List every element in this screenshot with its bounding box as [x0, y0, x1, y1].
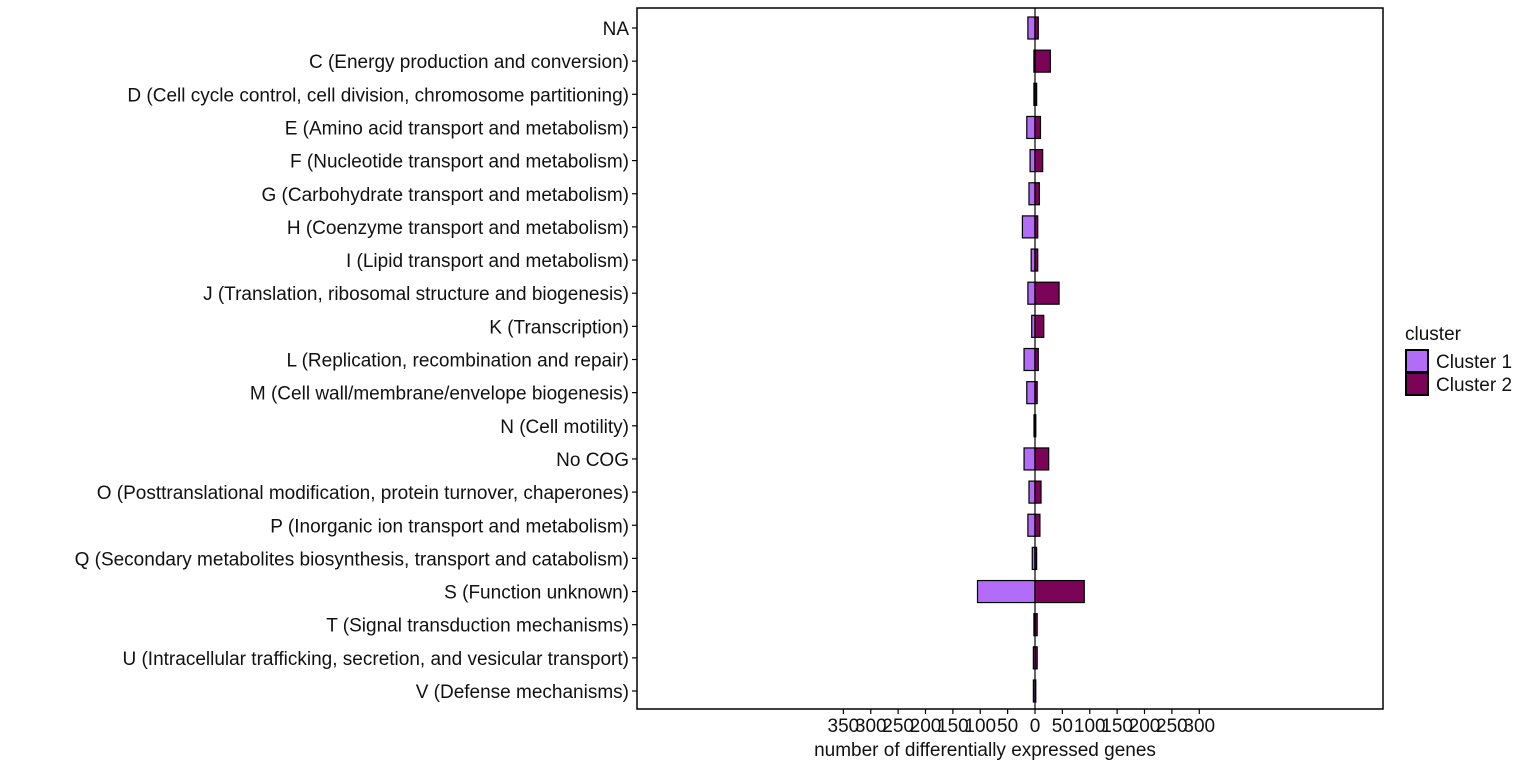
x-tick-label: 100: [964, 716, 996, 737]
bar-cluster1-3: [1026, 115, 1036, 140]
x-tick-label: 300: [855, 716, 887, 737]
x-tick-label: 50: [1052, 716, 1073, 737]
category-label: G (Carbohydrate transport and metabolism…: [262, 185, 630, 206]
bar-cluster1-0: [1027, 16, 1036, 40]
category-label: H (Coenzyme transport and metabolism): [287, 218, 629, 239]
plot-panel-border: [636, 7, 1384, 710]
category-label: C (Energy production and conversion): [309, 52, 629, 73]
bar-cluster2-17: [1034, 579, 1085, 604]
category-label: D (Cell cycle control, cell division, ch…: [127, 85, 629, 106]
bar-cluster2-1: [1034, 49, 1051, 73]
bar-cluster1-17: [976, 579, 1036, 604]
category-label: L (Replication, recombination and repair…: [286, 351, 629, 372]
bar-cluster1-15: [1027, 513, 1036, 537]
legend-label-2: Cluster 2: [1436, 375, 1512, 396]
x-tick-label: 250: [882, 716, 914, 737]
category-label: U (Intracellular trafficking, secretion,…: [122, 649, 629, 670]
category-label: J (Translation, ribosomal structure and …: [203, 284, 629, 305]
bar-cluster2-14: [1034, 480, 1042, 504]
bar-cluster1-5: [1028, 182, 1036, 206]
category-label: V (Defense mechanisms): [416, 682, 629, 703]
category-label: No COG: [556, 450, 629, 471]
bar-cluster2-15: [1034, 513, 1041, 537]
y-axis-categories: NA C (Energy production and conversion) D …: [75, 19, 637, 703]
x-tick-label: 0: [1030, 716, 1041, 737]
category-label: S (Function unknown): [444, 583, 629, 604]
category-label: O (Posttranslational modification, prote…: [97, 483, 629, 504]
x-tick-label: 150: [937, 716, 969, 737]
legend-label-1: Cluster 1: [1436, 352, 1512, 373]
bar-cluster2-3: [1034, 115, 1042, 140]
legend-title: cluster: [1405, 324, 1462, 345]
x-axis-title: number of differentially expressed genes: [814, 740, 1156, 761]
bar-cluster2-4: [1034, 149, 1044, 173]
bar-cluster2-13: [1034, 447, 1050, 471]
bar-cluster1-4: [1029, 149, 1036, 173]
x-tick-label: 50: [997, 716, 1018, 737]
bar-cluster1-13: [1023, 447, 1036, 471]
x-tick-label: 250: [1156, 716, 1188, 737]
bar-cluster1-14: [1028, 480, 1036, 504]
bar-cluster2-9: [1034, 314, 1045, 338]
category-label: NA: [603, 19, 630, 40]
category-label: T (Signal transduction mechanisms): [326, 616, 629, 637]
bar-cluster2-8: [1034, 281, 1060, 305]
x-tick-label: 200: [910, 716, 942, 737]
category-label: I (Lipid transport and metabolism): [346, 251, 629, 272]
bars-layer: [976, 16, 1085, 703]
bar-cluster1-8: [1027, 281, 1036, 305]
x-tick-label: 100: [1074, 716, 1106, 737]
category-label: N (Cell motility): [500, 417, 629, 438]
x-tick-label: 200: [1129, 716, 1161, 737]
legend-swatch-1: [1405, 349, 1429, 373]
x-tick-label: 150: [1101, 716, 1133, 737]
category-label: E (Amino acid transport and metabolism): [285, 118, 629, 139]
bar-cluster1-10: [1023, 347, 1036, 372]
category-label: P (Inorganic ion transport and metabolis…: [270, 516, 629, 537]
legend-swatch-2: [1405, 372, 1429, 396]
x-tick-label: 300: [1183, 716, 1215, 737]
category-label: M (Cell wall/membrane/envelope biogenesi…: [250, 384, 629, 405]
category-label: Q (Secondary metabolites biosynthesis, t…: [75, 549, 629, 570]
bar-cluster1-6: [1021, 215, 1036, 239]
category-label: K (Transcription): [489, 317, 629, 338]
category-label: F (Nucleotide transport and metabolism): [290, 152, 629, 173]
bar-cluster1-11: [1026, 381, 1036, 405]
bar-cluster2-5: [1034, 182, 1040, 206]
x-tick-label: 350: [828, 716, 860, 737]
